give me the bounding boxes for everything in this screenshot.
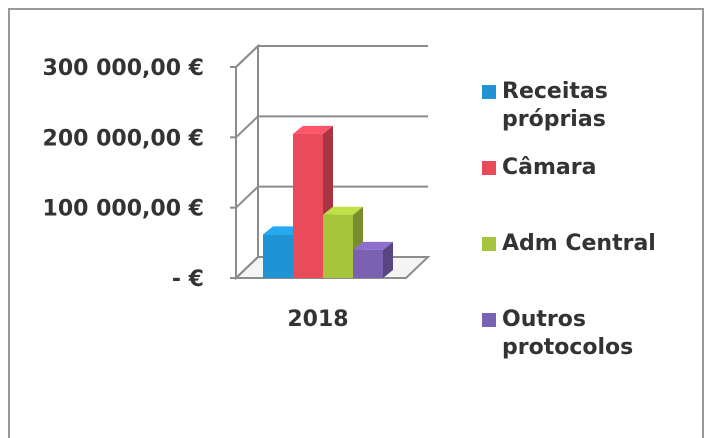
legend-swatch xyxy=(482,161,496,175)
x-category-label: 2018 xyxy=(287,307,348,332)
legend-item-outros: Outros protocolos xyxy=(482,306,692,362)
bar-front xyxy=(293,133,323,278)
bar-front xyxy=(263,234,293,278)
bar-top xyxy=(353,241,393,250)
legend-item-receitas: Receitas próprias xyxy=(482,78,692,134)
legend-swatch xyxy=(482,313,496,327)
y-tick-label: 200 000,00 € xyxy=(43,126,204,151)
bar-front xyxy=(323,214,353,278)
gridline-depth xyxy=(235,115,259,139)
chart-frame xyxy=(8,8,704,438)
legend-label: Outros protocolos xyxy=(502,307,634,360)
legend-label: Câmara xyxy=(502,155,597,180)
side-wall xyxy=(235,43,259,281)
legend-swatch xyxy=(482,85,496,99)
chart-area: 300 000,00 €200 000,00 €100 000,00 €- € … xyxy=(43,43,431,332)
bar-front xyxy=(353,249,383,278)
gridline-depth xyxy=(235,256,259,279)
legend-label: Receitas próprias xyxy=(502,79,608,132)
y-tick-label: 100 000,00 € xyxy=(43,197,204,222)
legend-item-camara: Câmara xyxy=(482,154,692,182)
y-tick-label: - € xyxy=(172,267,204,292)
y-tick-label: 300 000,00 € xyxy=(43,56,204,81)
legend-item-adm-central: Adm Central xyxy=(482,230,692,258)
bar-2 xyxy=(323,206,363,278)
legend-label: Adm Central xyxy=(502,231,656,256)
gridline-depth xyxy=(235,185,259,209)
bar-3 xyxy=(353,241,393,278)
legend-swatch xyxy=(482,237,496,251)
bar-top xyxy=(323,206,363,215)
bar-side xyxy=(383,241,393,278)
gridline-depth xyxy=(235,45,259,68)
bar-top xyxy=(293,125,333,134)
